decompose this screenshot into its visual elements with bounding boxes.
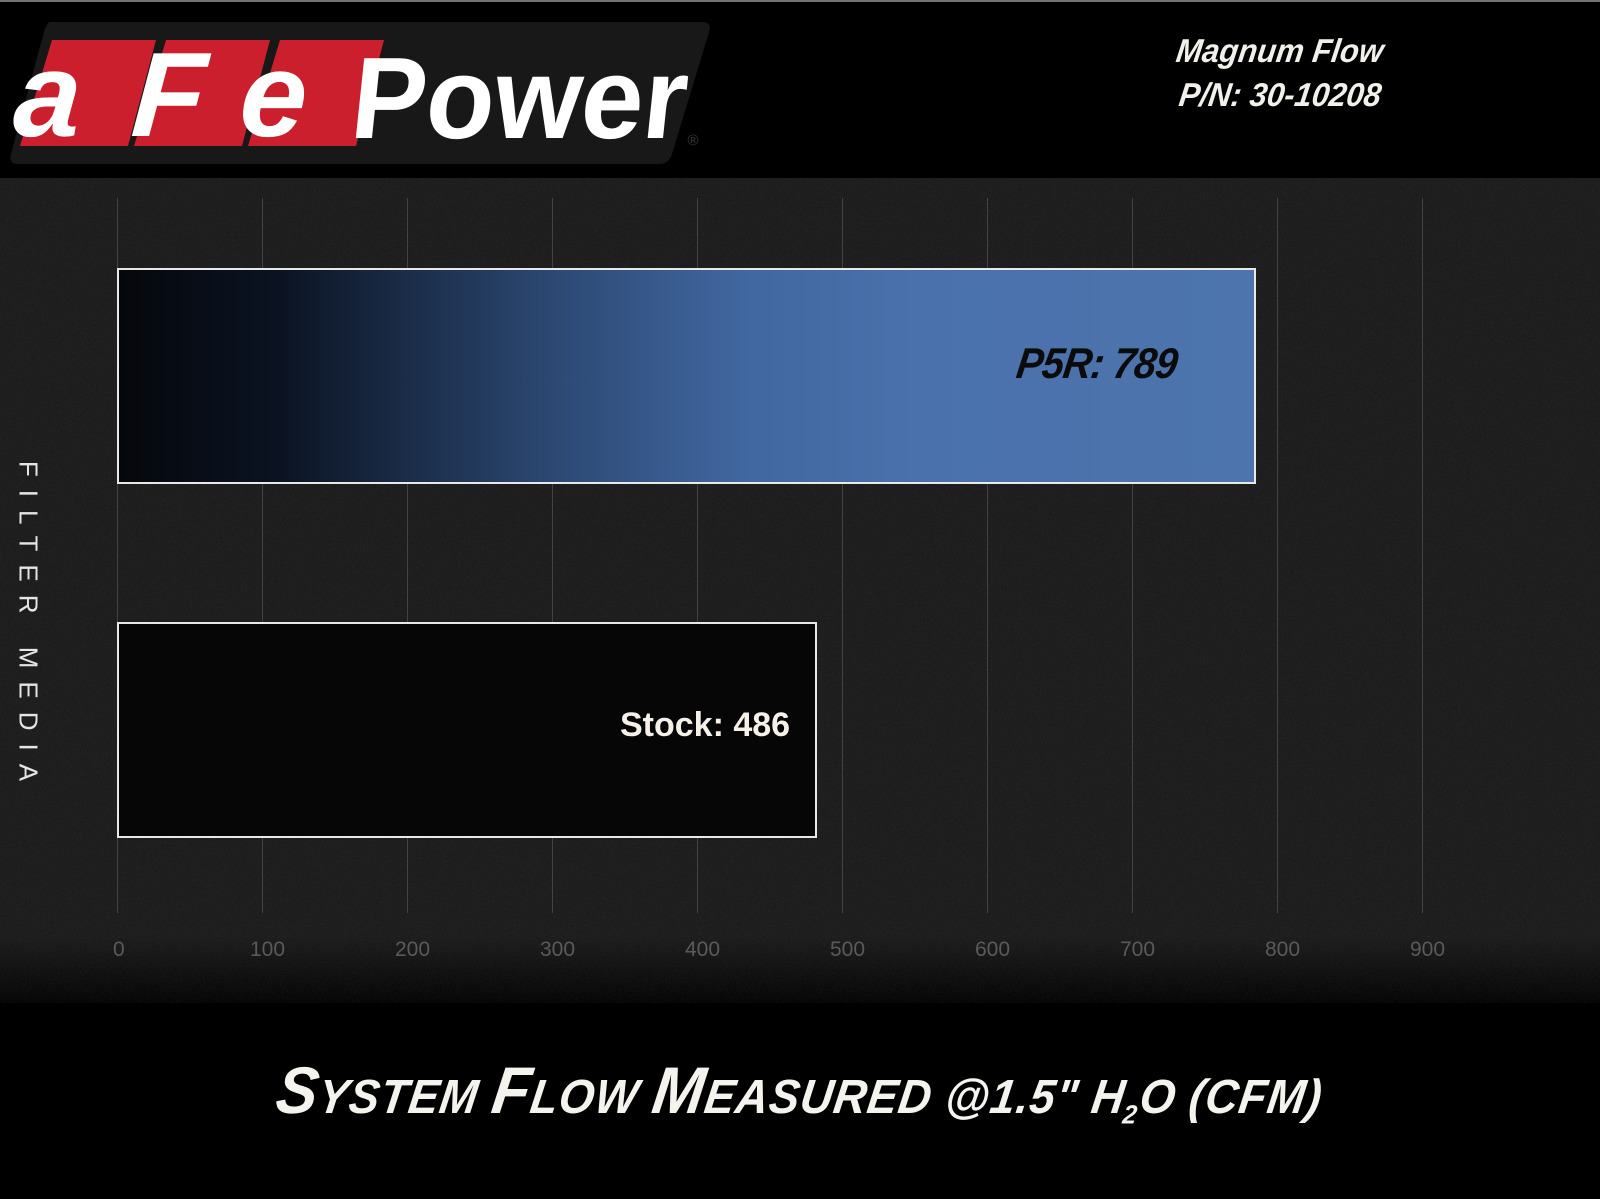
svg-text:e: e [236,28,312,162]
svg-text:F: F [128,28,213,162]
svg-text:Power: Power [346,33,695,163]
svg-text:a: a [10,28,86,162]
